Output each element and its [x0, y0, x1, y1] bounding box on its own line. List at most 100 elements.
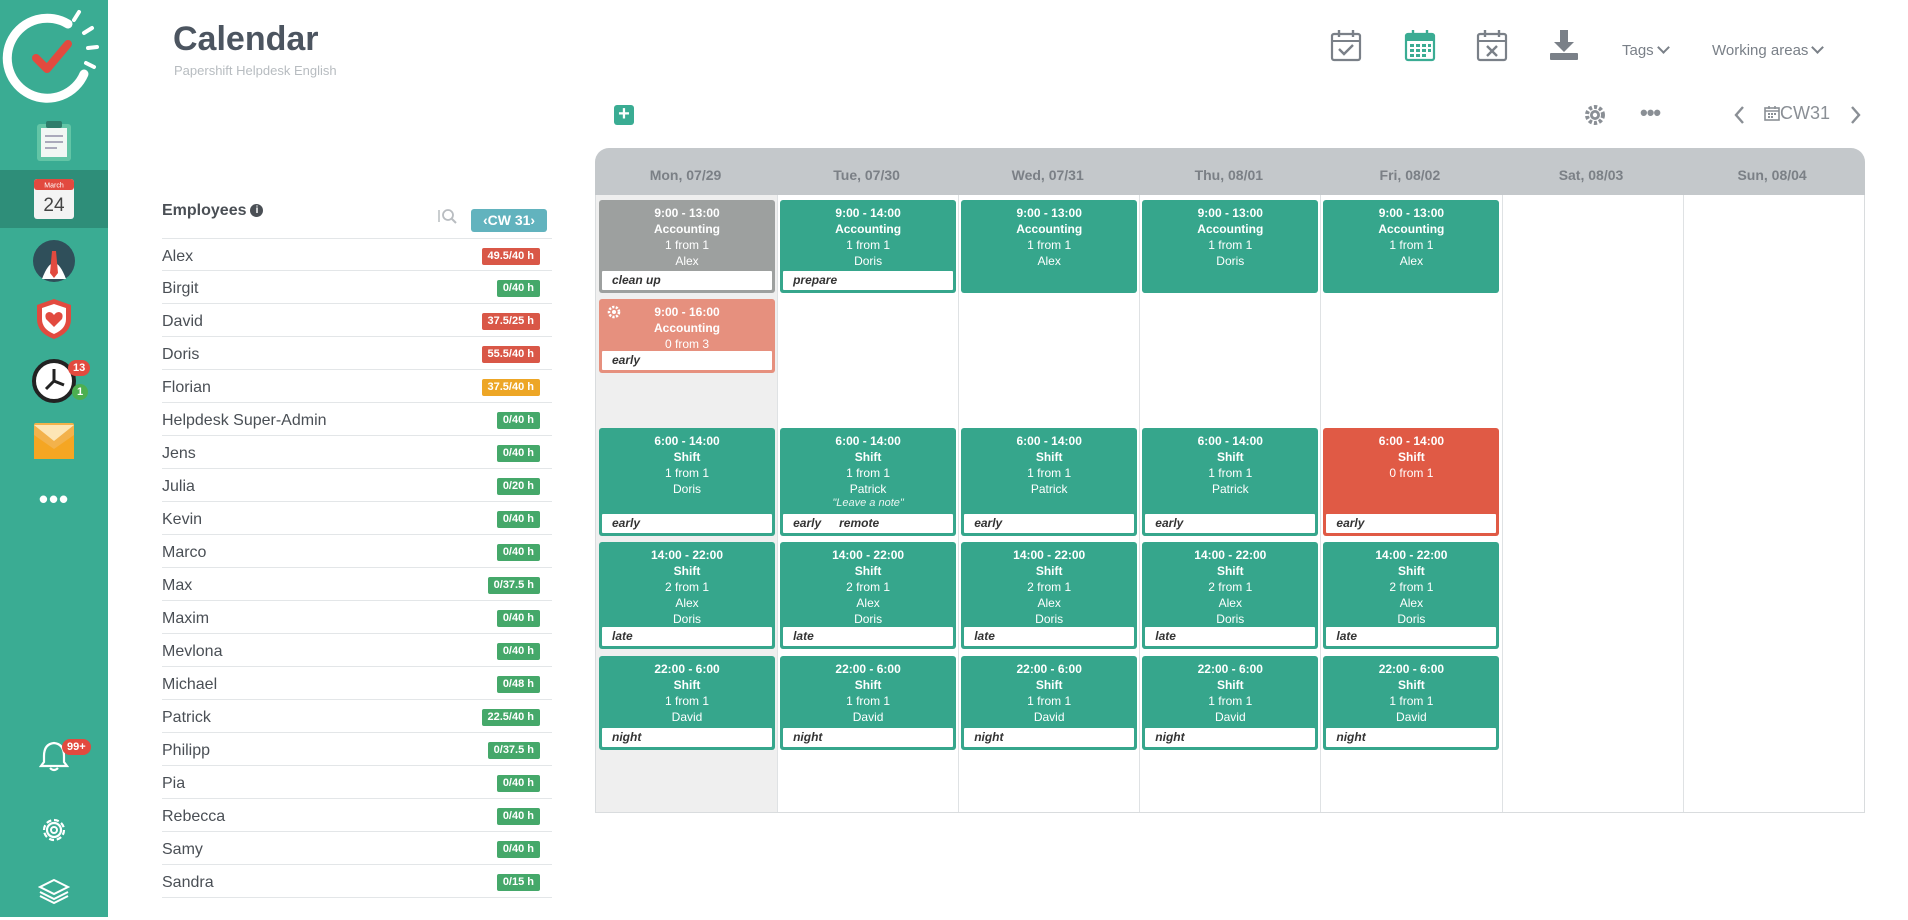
- shift-tags: prepare: [783, 271, 954, 290]
- employee-row[interactable]: Max 0/37.5 h: [162, 568, 552, 601]
- shift-card[interactable]: 9:00 - 16:00 Accounting 0 from 3 early: [599, 299, 775, 373]
- employee-search-button[interactable]: [437, 207, 459, 230]
- shift-card[interactable]: 9:00 - 13:00 Accounting 1 from 1 Alex clean …: [599, 200, 775, 293]
- shift-area: Accounting: [1378, 222, 1445, 236]
- employee-row[interactable]: Maxim 0/40 h: [162, 601, 552, 634]
- day-header[interactable]: Fri, 08/02: [1379, 167, 1441, 183]
- shift-card[interactable]: 14:00 - 22:00 Shift 2 from 1 Alex Doris late: [1142, 542, 1319, 649]
- shift-card[interactable]: 6:00 - 14:00 Shift 0 from 1 early: [1323, 428, 1500, 536]
- shift-card[interactable]: 14:00 - 22:00 Shift 2 from 1 Alex Doris late: [961, 542, 1138, 649]
- employee-row[interactable]: Jens 0/40 h: [162, 436, 552, 469]
- sidebar-item-layers[interactable]: [0, 862, 108, 920]
- employee-row[interactable]: Mevlona 0/40 h: [162, 634, 552, 667]
- hours-badge: 22.5/40 h: [481, 709, 540, 726]
- shift-card[interactable]: 22:00 - 6:00 Shift 1 from 1 David night: [599, 656, 775, 750]
- sidebar-item-calendar[interactable]: March 24: [0, 170, 108, 228]
- employee-name: Alex: [162, 248, 194, 265]
- shift-card[interactable]: 6:00 - 14:00 Shift 1 from 1 Patrick early: [1142, 428, 1319, 536]
- week-picker[interactable]: CW31: [1764, 103, 1830, 124]
- column-divider: [1139, 195, 1141, 812]
- employee-row[interactable]: Rebecca 0/40 h: [162, 799, 552, 832]
- hours-badge: 49.5/40 h: [481, 248, 540, 265]
- employee-row[interactable]: Michael 0/48 h: [162, 667, 552, 700]
- shift-area: Accounting: [654, 321, 720, 335]
- sidebar-item-settings[interactable]: [0, 801, 108, 859]
- calendar-settings-button[interactable]: [1584, 104, 1606, 131]
- employee-row[interactable]: Kevin 0/40 h: [162, 502, 552, 535]
- employee-row[interactable]: Philipp 0/37.5 h: [162, 733, 552, 766]
- sidebar-item-time-tracking[interactable]: 13 1: [0, 352, 108, 410]
- shift-tag: early: [612, 353, 641, 367]
- shift-card[interactable]: 9:00 - 14:00 Accounting 1 from 1 Doris prepa…: [780, 200, 957, 293]
- chevron-down-icon: [1656, 41, 1670, 54]
- calendar-check-button[interactable]: [1330, 28, 1366, 64]
- employee-row[interactable]: David 37.5/25 h: [162, 304, 552, 337]
- shift-tags: early remote: [783, 514, 954, 533]
- sidebar-item-tasks[interactable]: [0, 112, 108, 170]
- shift-card[interactable]: 22:00 - 6:00 Shift 1 from 1 David night: [961, 656, 1138, 750]
- employees-title: Employees: [162, 202, 247, 219]
- shift-card[interactable]: 14:00 - 22:00 Shift 2 from 1 Alex Doris late: [599, 542, 775, 649]
- shift-settings-icon[interactable]: [607, 305, 621, 324]
- employee-row[interactable]: Marco 0/40 h: [162, 535, 552, 568]
- employee-row[interactable]: Florian 37.5/40 h: [162, 370, 552, 403]
- employee-row[interactable]: Patrick 22.5/40 h: [162, 700, 552, 733]
- employee-name: Marco: [162, 544, 207, 561]
- employee-name: Doris: [162, 346, 200, 363]
- shift-card[interactable]: 14:00 - 22:00 Shift 2 from 1 Alex Doris late: [780, 542, 957, 649]
- hours-badge: 0/40 h: [496, 643, 540, 660]
- shift-card[interactable]: 22:00 - 6:00 Shift 1 from 1 David night: [1323, 656, 1500, 750]
- employee-row[interactable]: Pia 0/40 h: [162, 766, 552, 799]
- shift-card[interactable]: 6:00 - 14:00 Shift 1 from 1 Doris early: [599, 428, 775, 536]
- download-button[interactable]: [1548, 28, 1584, 64]
- shift-employee: Alex: [1037, 254, 1061, 268]
- employee-row[interactable]: Alex 49.5/40 h: [162, 238, 552, 271]
- employee-row[interactable]: Birgit 0/40 h: [162, 271, 552, 304]
- employee-row[interactable]: Helpdesk Super-Admin 0/40 h: [162, 403, 552, 436]
- next-week-button[interactable]: [1850, 105, 1862, 130]
- calendar-remove-button[interactable]: [1476, 28, 1512, 64]
- shift-note: "Leave a note": [832, 497, 904, 509]
- tags-dropdown[interactable]: Tags: [1622, 41, 1670, 59]
- day-header[interactable]: Thu, 08/01: [1194, 167, 1264, 183]
- shift-card[interactable]: 6:00 - 14:00 Shift 1 from 1 Patrick "Leave a…: [780, 428, 957, 536]
- sidebar-item-health[interactable]: [0, 290, 108, 348]
- day-header[interactable]: Tue, 07/30: [833, 167, 900, 183]
- add-shift-button[interactable]: +: [614, 104, 634, 125]
- previous-week-button[interactable]: [1733, 105, 1745, 130]
- shift-card[interactable]: 22:00 - 6:00 Shift 1 from 1 David night: [1142, 656, 1319, 750]
- papershift-logo[interactable]: [0, 6, 108, 106]
- shift-staffing: 1 from 1: [664, 694, 709, 708]
- shift-tags: early: [1326, 514, 1497, 533]
- shift-card[interactable]: 6:00 - 14:00 Shift 1 from 1 Patrick early: [961, 428, 1138, 536]
- employee-row[interactable]: Doris 55.5/40 h: [162, 337, 552, 370]
- shift-employee: Alex: [675, 254, 699, 268]
- download-icon: [1550, 30, 1578, 60]
- shift-card[interactable]: 9:00 - 13:00 Accounting 1 from 1 Alex: [1323, 200, 1500, 293]
- sidebar-more-button[interactable]: •••: [0, 470, 108, 528]
- hours-badge: 0/40 h: [496, 841, 540, 858]
- shift-card[interactable]: 9:00 - 13:00 Accounting 1 from 1 Alex: [961, 200, 1138, 293]
- hours-badge: 0/48 h: [496, 676, 540, 693]
- day-header[interactable]: Sun, 08/04: [1737, 167, 1807, 183]
- shift-card[interactable]: 14:00 - 22:00 Shift 2 from 1 Alex Doris late: [1323, 542, 1500, 649]
- sidebar-item-notifications[interactable]: 99+: [0, 727, 108, 785]
- employee-row[interactable]: Julia 0/20 h: [162, 469, 552, 502]
- shift-card[interactable]: 9:00 - 13:00 Accounting 1 from 1 Doris: [1142, 200, 1319, 293]
- sidebar-item-employees[interactable]: [0, 232, 108, 290]
- search-icon: [438, 209, 457, 224]
- working-areas-dropdown[interactable]: Working areas: [1712, 41, 1825, 59]
- calendar-grid-button[interactable]: [1404, 28, 1440, 64]
- employee-name: Birgit: [162, 280, 199, 297]
- employee-row[interactable]: Sandra 0/15 h: [162, 865, 552, 898]
- calendar-grid-icon: [1404, 30, 1436, 62]
- info-icon[interactable]: i: [250, 204, 264, 217]
- day-header[interactable]: Wed, 07/31: [1011, 167, 1084, 183]
- sidebar-item-messages[interactable]: [0, 412, 108, 470]
- day-header[interactable]: Sat, 08/03: [1558, 167, 1624, 183]
- day-header[interactable]: Mon, 07/29: [649, 167, 722, 183]
- calendar-more-button[interactable]: •••: [1640, 100, 1661, 125]
- shift-card[interactable]: 22:00 - 6:00 Shift 1 from 1 David night: [780, 656, 957, 750]
- employee-week-selector[interactable]: ‹CW 31›: [471, 209, 547, 232]
- employee-row[interactable]: Samy 0/40 h: [162, 832, 552, 865]
